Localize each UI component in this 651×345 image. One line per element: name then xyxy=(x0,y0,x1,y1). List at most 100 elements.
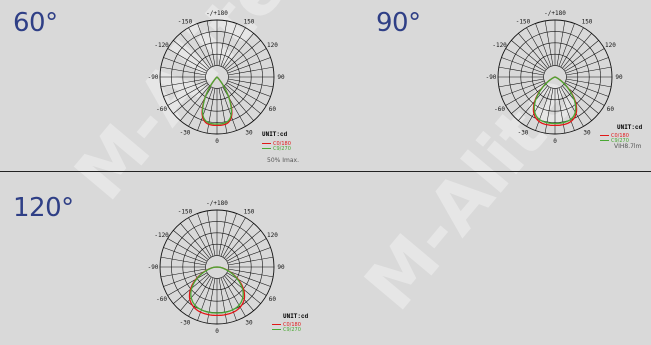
polar-spoke xyxy=(180,33,210,69)
polar-spoke xyxy=(173,40,209,70)
polar-spoke xyxy=(565,57,609,74)
polar-angle-label: 0 xyxy=(215,138,219,145)
polar-spoke xyxy=(511,40,547,70)
polar-spoke xyxy=(222,86,246,127)
polar-spoke xyxy=(180,275,210,311)
polar-spoke xyxy=(562,33,592,69)
polar-spoke xyxy=(501,80,545,97)
legend-entry: C9/270 xyxy=(611,138,629,144)
polar-angle-label: 30 xyxy=(245,319,253,326)
polar-spoke xyxy=(498,78,544,88)
polar-spoke xyxy=(188,86,212,127)
polar-spoke xyxy=(224,223,254,259)
polar-spoke xyxy=(225,84,261,114)
panel-bottom: 120° xyxy=(0,173,651,345)
polar-angle-label: 0 xyxy=(553,138,557,145)
polar-angle-label: -120 xyxy=(154,42,169,49)
polar-angle-label: -120 xyxy=(492,42,507,49)
polar-angle-label: -150 xyxy=(516,19,531,26)
polar-spoke xyxy=(518,85,548,121)
polar-spoke xyxy=(505,82,546,106)
polar-spoke xyxy=(227,270,271,287)
polar-spoke xyxy=(560,86,584,127)
polar-spoke xyxy=(565,80,609,97)
polar-spoke xyxy=(160,78,206,88)
polar-angle-label: 120 xyxy=(267,42,278,49)
polar-spoke xyxy=(167,82,208,106)
polar-spoke xyxy=(498,66,544,76)
polar-spoke xyxy=(220,277,237,321)
beam-angle-label: 60° xyxy=(13,8,58,38)
polar-angle-label: -60 xyxy=(156,296,167,303)
polar-spoke xyxy=(197,23,214,67)
polar-spoke xyxy=(227,247,271,264)
polar-angle-label: -150 xyxy=(178,209,193,216)
polar-spoke xyxy=(163,247,207,264)
polar-spoke xyxy=(535,23,552,67)
polar-spoke xyxy=(220,213,237,257)
unit-label: UNIT:cd xyxy=(617,124,643,131)
polar-spoke xyxy=(163,270,207,287)
polar-angle-label: 30 xyxy=(583,129,591,136)
polar-angle-label: 60 xyxy=(269,296,277,303)
polar-spoke xyxy=(206,20,216,66)
intensity-curve-c9-270 xyxy=(201,76,233,125)
polar-spoke xyxy=(566,78,612,88)
legend-entry: C0/180 xyxy=(283,322,301,328)
polar-spoke xyxy=(222,27,246,68)
polar-spoke xyxy=(501,57,545,74)
polar-spoke xyxy=(160,256,206,266)
polar-spoke xyxy=(160,66,206,76)
polar-spoke xyxy=(556,20,566,66)
unit-label: UNIT:cd xyxy=(283,313,309,320)
polar-angle-label: -150 xyxy=(178,19,193,26)
intensity-curve-c9-270 xyxy=(190,266,244,314)
polar-angle-label: 90 xyxy=(615,74,623,81)
polar-spoke xyxy=(167,238,208,262)
polar-spoke xyxy=(227,80,271,97)
polar-angle-label: 0 xyxy=(215,328,219,335)
polar-spoke xyxy=(224,85,254,121)
polar-angle-label: 120 xyxy=(267,232,278,239)
polar-spoke xyxy=(180,85,210,121)
polar-angle-label: 150 xyxy=(244,19,255,26)
polar-spoke xyxy=(220,87,237,131)
polar-spoke xyxy=(220,23,237,67)
polar-angle-label: -/+180 xyxy=(206,10,228,17)
polar-spoke xyxy=(556,88,566,134)
diagram-note: VIH8.7lm xyxy=(614,143,642,150)
polar-angle-label: 60 xyxy=(269,106,277,113)
polar-angle-label: 120 xyxy=(605,42,616,49)
polar-spoke xyxy=(224,33,254,69)
polar-spoke xyxy=(163,57,207,74)
polar-spoke xyxy=(226,48,267,72)
polar-spoke xyxy=(518,33,548,69)
polar-spoke xyxy=(218,210,228,256)
section-divider xyxy=(0,171,651,172)
polar-spoke xyxy=(180,223,210,259)
polar-spoke xyxy=(173,230,209,260)
polar-spoke xyxy=(188,27,212,68)
polar-angle-label: -60 xyxy=(156,106,167,113)
polar-spoke xyxy=(226,272,267,296)
polar-spoke xyxy=(566,66,612,76)
polar-spoke xyxy=(228,268,274,278)
polar-angle-label: -30 xyxy=(180,319,191,326)
polar-spoke xyxy=(228,256,274,266)
polar-angle-label: -90 xyxy=(148,264,159,271)
polar-angle-label: 150 xyxy=(582,19,593,26)
polar-spoke xyxy=(226,82,267,106)
polar-spoke xyxy=(218,278,228,324)
polar-spoke xyxy=(535,87,552,131)
polar-angle-label: -/+180 xyxy=(544,10,566,17)
polar-spoke xyxy=(225,230,261,260)
polar-spoke xyxy=(206,88,216,134)
polar-spoke xyxy=(167,272,208,296)
polar-angle-label: 60 xyxy=(607,106,615,113)
polar-spoke xyxy=(526,27,550,68)
polar-spoke xyxy=(544,20,554,66)
polar-angle-label: -90 xyxy=(148,74,159,81)
polar-angle-label: 90 xyxy=(277,74,285,81)
polar-spoke xyxy=(173,84,209,114)
